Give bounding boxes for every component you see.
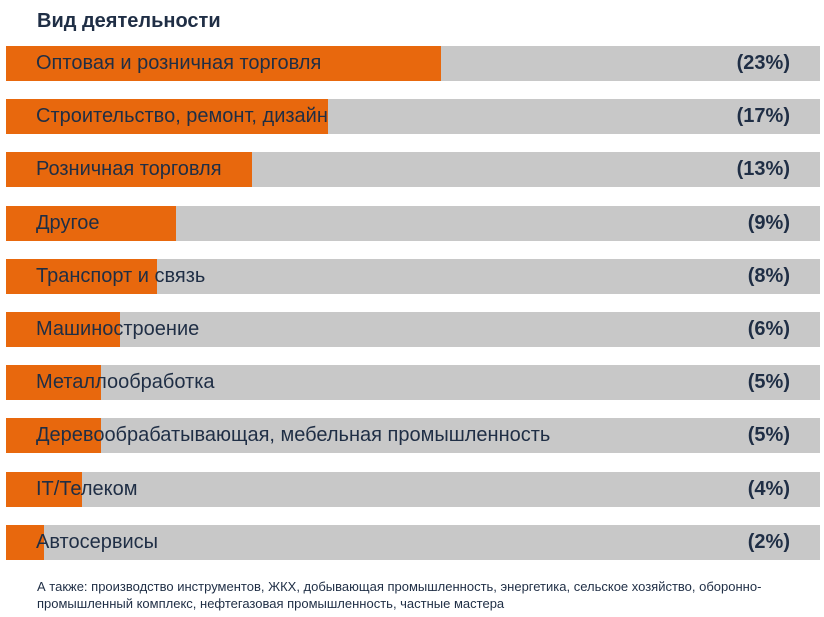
- bar-fill: [6, 46, 442, 81]
- bar-value-label: (9%): [747, 211, 790, 234]
- bar-fill: [6, 152, 253, 188]
- bar-fill: [6, 99, 328, 135]
- bar-row: Машиностроение (6%): [6, 311, 820, 347]
- bar-label: Деревообрабатывающая, мебельная промышле…: [36, 424, 551, 447]
- bar-fill: [6, 524, 44, 560]
- bar-fill: [6, 311, 120, 347]
- bar-value-label: (17%): [736, 105, 790, 128]
- chart-title: Вид деятельности: [37, 10, 221, 32]
- bar-row: Автосервисы (2%): [6, 524, 820, 560]
- bar-value-label: (4%): [747, 477, 790, 500]
- bar-row: Оптовая и розничная торговля (23%): [6, 46, 820, 81]
- bar-value-label: (23%): [736, 52, 790, 74]
- bar-fill: [6, 205, 177, 241]
- footnote: А также: производство инструментов, ЖКХ,…: [37, 579, 762, 611]
- bar-row: Деревообрабатывающая, мебельная промышле…: [6, 418, 820, 454]
- bar-label: Автосервисы: [36, 530, 159, 553]
- bar-row: Розничная торговля (13%): [6, 152, 820, 188]
- bar-fill: [6, 418, 101, 454]
- bar-value-label: (6%): [747, 317, 790, 340]
- bar-label: Транспорт и связь: [36, 264, 206, 287]
- bar-value-label: (5%): [747, 371, 790, 394]
- bar-fill: [6, 258, 158, 294]
- bar-row: Транспорт и связь (8%): [6, 258, 820, 294]
- bar-label: Металлообработка: [36, 371, 215, 394]
- bar-label: Машиностроение: [36, 317, 200, 340]
- bar-row: Другое (9%): [6, 205, 820, 241]
- bar-fill: [6, 365, 101, 401]
- bar-row: Металлообработка (5%): [6, 365, 820, 401]
- bar-value-label: (13%): [736, 158, 790, 181]
- bar-chart: Оптовая и розничная торговля (23%) Строите…: [6, 46, 820, 578]
- bar-label: Розничная торговля: [36, 158, 222, 181]
- bar-value-label: (8%): [747, 264, 790, 287]
- bar-fill: [6, 471, 82, 507]
- bar-label: Другое: [36, 211, 100, 234]
- bar-row: IT/Телеком (4%): [6, 471, 820, 507]
- bar-row: Строительство, ремонт, дизайн (17%): [6, 99, 820, 135]
- bar-label: IT/Телеком: [36, 477, 138, 500]
- bar-value-label: (5%): [747, 424, 790, 447]
- bar-label: Оптовая и розничная торговля: [36, 52, 322, 74]
- bar-value-label: (2%): [747, 530, 790, 553]
- bar-label: Строительство, ремонт, дизайн: [36, 105, 328, 128]
